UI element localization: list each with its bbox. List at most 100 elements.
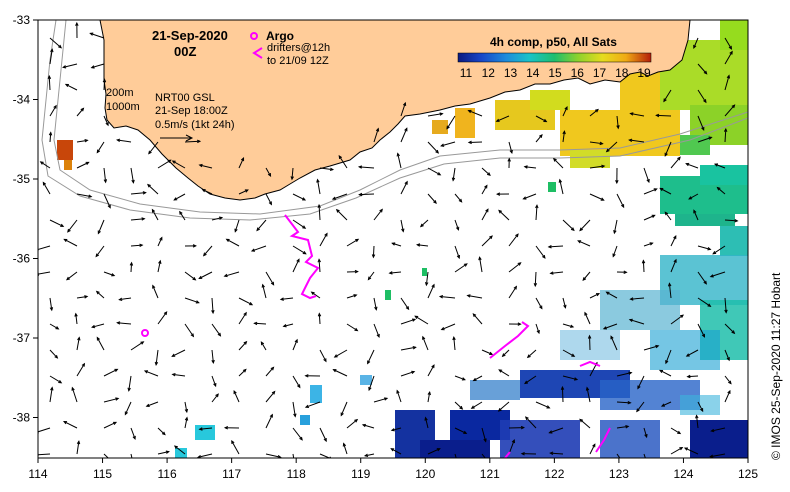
current-vector [91, 63, 105, 69]
current-vector [171, 349, 186, 357]
drifter-legend-icon [252, 47, 263, 59]
current-vector [238, 312, 247, 325]
credit-label: © IMOS 25-Sep-2020 11:27 Hobart [769, 272, 783, 460]
current-vector-head [546, 405, 551, 409]
current-vector-head [271, 390, 276, 395]
current-vector [71, 387, 78, 403]
current-vector-head [270, 281, 275, 286]
current-vector [292, 219, 306, 229]
current-vector-head [641, 259, 646, 264]
lat-tick-label: -34 [13, 93, 31, 107]
current-vector [390, 448, 402, 455]
current-vector-head [548, 430, 553, 434]
colorbar-tick-label: 14 [526, 66, 540, 80]
current-vector [49, 105, 57, 117]
current-vector-head [563, 304, 567, 309]
current-vector [48, 76, 51, 91]
current-vector [468, 110, 483, 117]
current-vector-head [42, 181, 47, 186]
current-vector [319, 453, 331, 458]
current-vector-head [472, 313, 477, 317]
current-vector-head [77, 336, 81, 341]
current-vector [265, 453, 281, 458]
current-vector [630, 297, 645, 300]
current-vector [76, 295, 88, 299]
current-vector [562, 131, 565, 143]
current-vector [400, 318, 416, 325]
current-vector [96, 337, 105, 351]
current-vector-head [560, 385, 565, 390]
current-vector-head [62, 65, 67, 69]
argo-legend-label: Argo [266, 29, 294, 43]
current-vector-head [547, 244, 552, 249]
current-vector-head [211, 309, 215, 315]
current-vector-head [173, 445, 178, 449]
current-vector-head [243, 311, 247, 316]
current-vector-head [80, 107, 85, 112]
current-vector-head [390, 428, 395, 432]
current-vector-head [253, 321, 258, 326]
current-vector-head [667, 282, 672, 287]
current-vector-head [524, 416, 529, 421]
current-vector-head [231, 439, 235, 445]
current-vector [524, 375, 537, 384]
current-vector [211, 217, 223, 221]
current-vector-head [48, 131, 53, 136]
current-vector [427, 364, 435, 377]
current-vector-head [198, 275, 203, 280]
current-vector-head [677, 430, 682, 435]
current-vector [184, 417, 188, 429]
current-vector [63, 63, 78, 68]
longitude-axis: 114 115 116 117 118 119 120 121 122 123 124 125 [28, 458, 758, 481]
current-vector-head [463, 430, 468, 434]
current-vector-head [440, 143, 445, 147]
current-vector-head [405, 306, 410, 311]
lat-tick-label: -38 [13, 411, 31, 425]
current-vector-head [211, 359, 215, 365]
current-vector [233, 390, 240, 403]
current-vector-head [616, 125, 620, 130]
plot-frame [37, 19, 749, 459]
current-vector-head [509, 149, 513, 155]
current-vector [670, 314, 684, 325]
current-vector-head [701, 333, 706, 338]
current-vector-head [680, 314, 685, 319]
current-vector [508, 141, 513, 154]
current-vector-head [659, 187, 664, 192]
current-vector [75, 313, 78, 325]
current-vector [130, 262, 133, 273]
current-vector [670, 259, 677, 273]
current-vector [589, 141, 603, 145]
current-vector-head [396, 389, 400, 394]
current-scale-label: 0.5m/s (1kt 24h) [155, 119, 234, 131]
current-vector [319, 427, 327, 442]
current-vector-head [84, 295, 89, 299]
current-vector-head [707, 303, 712, 307]
lon-tick-label: 114 [28, 467, 47, 481]
colorbar-tick-label: 11 [460, 66, 473, 80]
current-vector [724, 51, 733, 65]
current-vector-head [533, 282, 538, 288]
current-vector [616, 115, 619, 129]
current-vector [226, 238, 240, 247]
colorbar [457, 52, 652, 63]
current-vector [579, 219, 591, 231]
current-vector-head [65, 276, 70, 281]
current-vector [561, 386, 564, 403]
current-vector-head [64, 83, 69, 88]
current-vector-head [511, 438, 516, 444]
current-vector-head [701, 126, 705, 131]
current-vector-head [625, 425, 630, 429]
current-vector-head [116, 321, 121, 325]
current-vector [292, 453, 295, 458]
current-vector-head [198, 427, 203, 431]
current-vector-head [63, 238, 68, 243]
current-vector [76, 161, 89, 169]
drifter-track-1 [284, 214, 320, 300]
current-vector [262, 284, 267, 299]
current-vector-head [223, 426, 229, 430]
current-vector [76, 193, 92, 198]
current-vector [473, 375, 483, 381]
current-vector [365, 453, 375, 457]
current-vector [340, 401, 348, 416]
